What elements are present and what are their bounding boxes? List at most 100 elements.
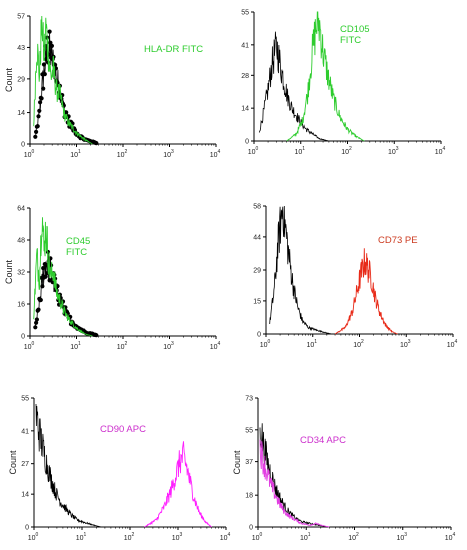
marker-histogram-line [259, 439, 330, 528]
y-tick-label: 48 [17, 238, 25, 245]
control-histogram-dot [34, 129, 39, 134]
control-histogram-line [35, 403, 102, 528]
y-axis-label: Count [4, 260, 14, 285]
y-tick-label: 14 [241, 106, 249, 113]
y-tick-label: 55 [241, 10, 249, 17]
control-histogram-dot [38, 100, 43, 105]
y-tick-label: 0 [25, 525, 29, 532]
marker-histogram-line [334, 248, 398, 335]
y-tick-label: 0 [21, 334, 25, 341]
control-histogram-dot [41, 62, 47, 67]
y-tick-label: 14 [17, 110, 25, 117]
control-histogram-line [258, 31, 329, 142]
y-axis-label: Count [4, 68, 14, 93]
y-tick-label: 27 [21, 461, 29, 468]
x-tick-label: 103 [163, 149, 174, 159]
y-tick-label: 0 [249, 525, 253, 532]
control-histogram-dot [47, 29, 52, 34]
marker-histogram-line [33, 217, 93, 337]
histogram-panel-6: 0 18 37 55 73 100 101 102 103 104 Count CD34 APC [232, 396, 456, 543]
control-histogram-dot [34, 320, 39, 325]
control-histogram-dot [33, 325, 38, 330]
x-tick-label: 102 [117, 341, 128, 351]
y-tick-label: 57 [17, 14, 25, 21]
x-tick-label: 101 [70, 341, 81, 351]
control-histogram-line [269, 205, 332, 335]
x-tick-label: 100 [260, 339, 271, 349]
y-tick-label: 55 [21, 396, 29, 403]
marker-label: CD90 APC [100, 424, 146, 435]
y-tick-label: 28 [241, 73, 249, 80]
marker-label: CD34 APC [300, 435, 346, 446]
marker-label: HLA-DR FITC [144, 44, 203, 55]
x-tick-label: 104 [220, 532, 231, 542]
y-tick-label: 73 [245, 396, 253, 403]
histogram-panel-4: 0 15 29 44 58 100 101 102 103 104 CD73 PE [253, 204, 457, 350]
x-tick-label: 102 [117, 149, 128, 159]
y-tick-label: 14 [21, 492, 29, 499]
y-tick-label: 43 [17, 45, 25, 52]
x-tick-label: 103 [163, 341, 174, 351]
y-tick-label: 29 [253, 268, 261, 275]
control-histogram-dot [48, 40, 53, 45]
control-histogram-dot [38, 297, 43, 303]
marker-label: CD45 FITC [66, 236, 90, 258]
x-tick-label: 100 [252, 532, 263, 542]
y-tick-label: 44 [253, 234, 261, 241]
marker-label: CD105 FITC [340, 24, 370, 46]
x-tick-label: 103 [396, 532, 407, 542]
control-histogram-dot [42, 72, 47, 77]
control-histogram-dot [36, 114, 41, 119]
x-tick-label: 100 [28, 532, 39, 542]
y-tick-label: 41 [241, 42, 249, 49]
control-histogram-dot [35, 124, 40, 129]
x-tick-label: 103 [388, 146, 399, 156]
x-tick-label: 100 [248, 146, 259, 156]
y-tick-label: 41 [21, 428, 29, 435]
x-tick-label: 104 [210, 149, 221, 159]
control-histogram-dot [64, 110, 69, 115]
control-histogram-dot [39, 96, 44, 101]
marker-histogram-line [286, 11, 365, 142]
x-tick-label: 102 [353, 339, 364, 349]
y-axis-label: Count [8, 450, 18, 475]
histogram-panel-3: 0 16 32 48 64 100 101 102 103 104 Count CD45 FITC [4, 206, 221, 352]
y-tick-label: 55 [245, 427, 253, 434]
x-tick-label: 102 [341, 146, 352, 156]
x-tick-label: 101 [70, 149, 81, 159]
y-tick-label: 16 [17, 302, 25, 309]
y-tick-label: 0 [257, 332, 261, 339]
control-histogram-dot [34, 317, 40, 322]
y-tick-label: 18 [245, 493, 253, 500]
x-tick-label: 100 [24, 341, 35, 351]
control-histogram-dot [36, 307, 41, 312]
control-histogram-dot [43, 274, 48, 279]
y-tick-label: 0 [21, 142, 25, 149]
histogram-panel-2: 0 14 28 41 55 100 101 102 103 104 CD105 FITC [241, 10, 445, 157]
histogram-panel-1: 0 14 29 43 57 100 101 102 103 104 Count HLA-DR FITC [4, 14, 221, 160]
x-tick-label: 103 [172, 532, 183, 542]
histogram-panel-5: 0 14 27 41 55 100 101 102 103 104 Count CD90 APC [8, 396, 231, 543]
marker-label: CD73 PE [378, 235, 418, 246]
x-tick-label: 102 [348, 532, 359, 542]
marker-histogram-line [144, 441, 212, 528]
y-tick-label: 64 [17, 206, 25, 213]
x-tick-label: 101 [306, 339, 317, 349]
y-tick-label: 15 [253, 298, 261, 305]
y-tick-label: 37 [245, 459, 253, 466]
control-histogram-dot [41, 86, 46, 91]
x-tick-label: 101 [300, 532, 311, 542]
control-histogram-dot [37, 108, 42, 113]
x-tick-label: 101 [76, 532, 87, 542]
marker-histogram-line [33, 15, 93, 145]
x-tick-label: 104 [210, 341, 221, 351]
x-tick-label: 104 [435, 146, 446, 156]
x-tick-label: 102 [124, 532, 135, 542]
control-histogram-dot [41, 266, 46, 271]
x-tick-label: 103 [400, 339, 411, 349]
x-tick-label: 101 [294, 146, 305, 156]
control-histogram-dot [94, 141, 99, 146]
y-tick-label: 29 [17, 76, 25, 83]
y-axis-label: Count [232, 450, 242, 475]
